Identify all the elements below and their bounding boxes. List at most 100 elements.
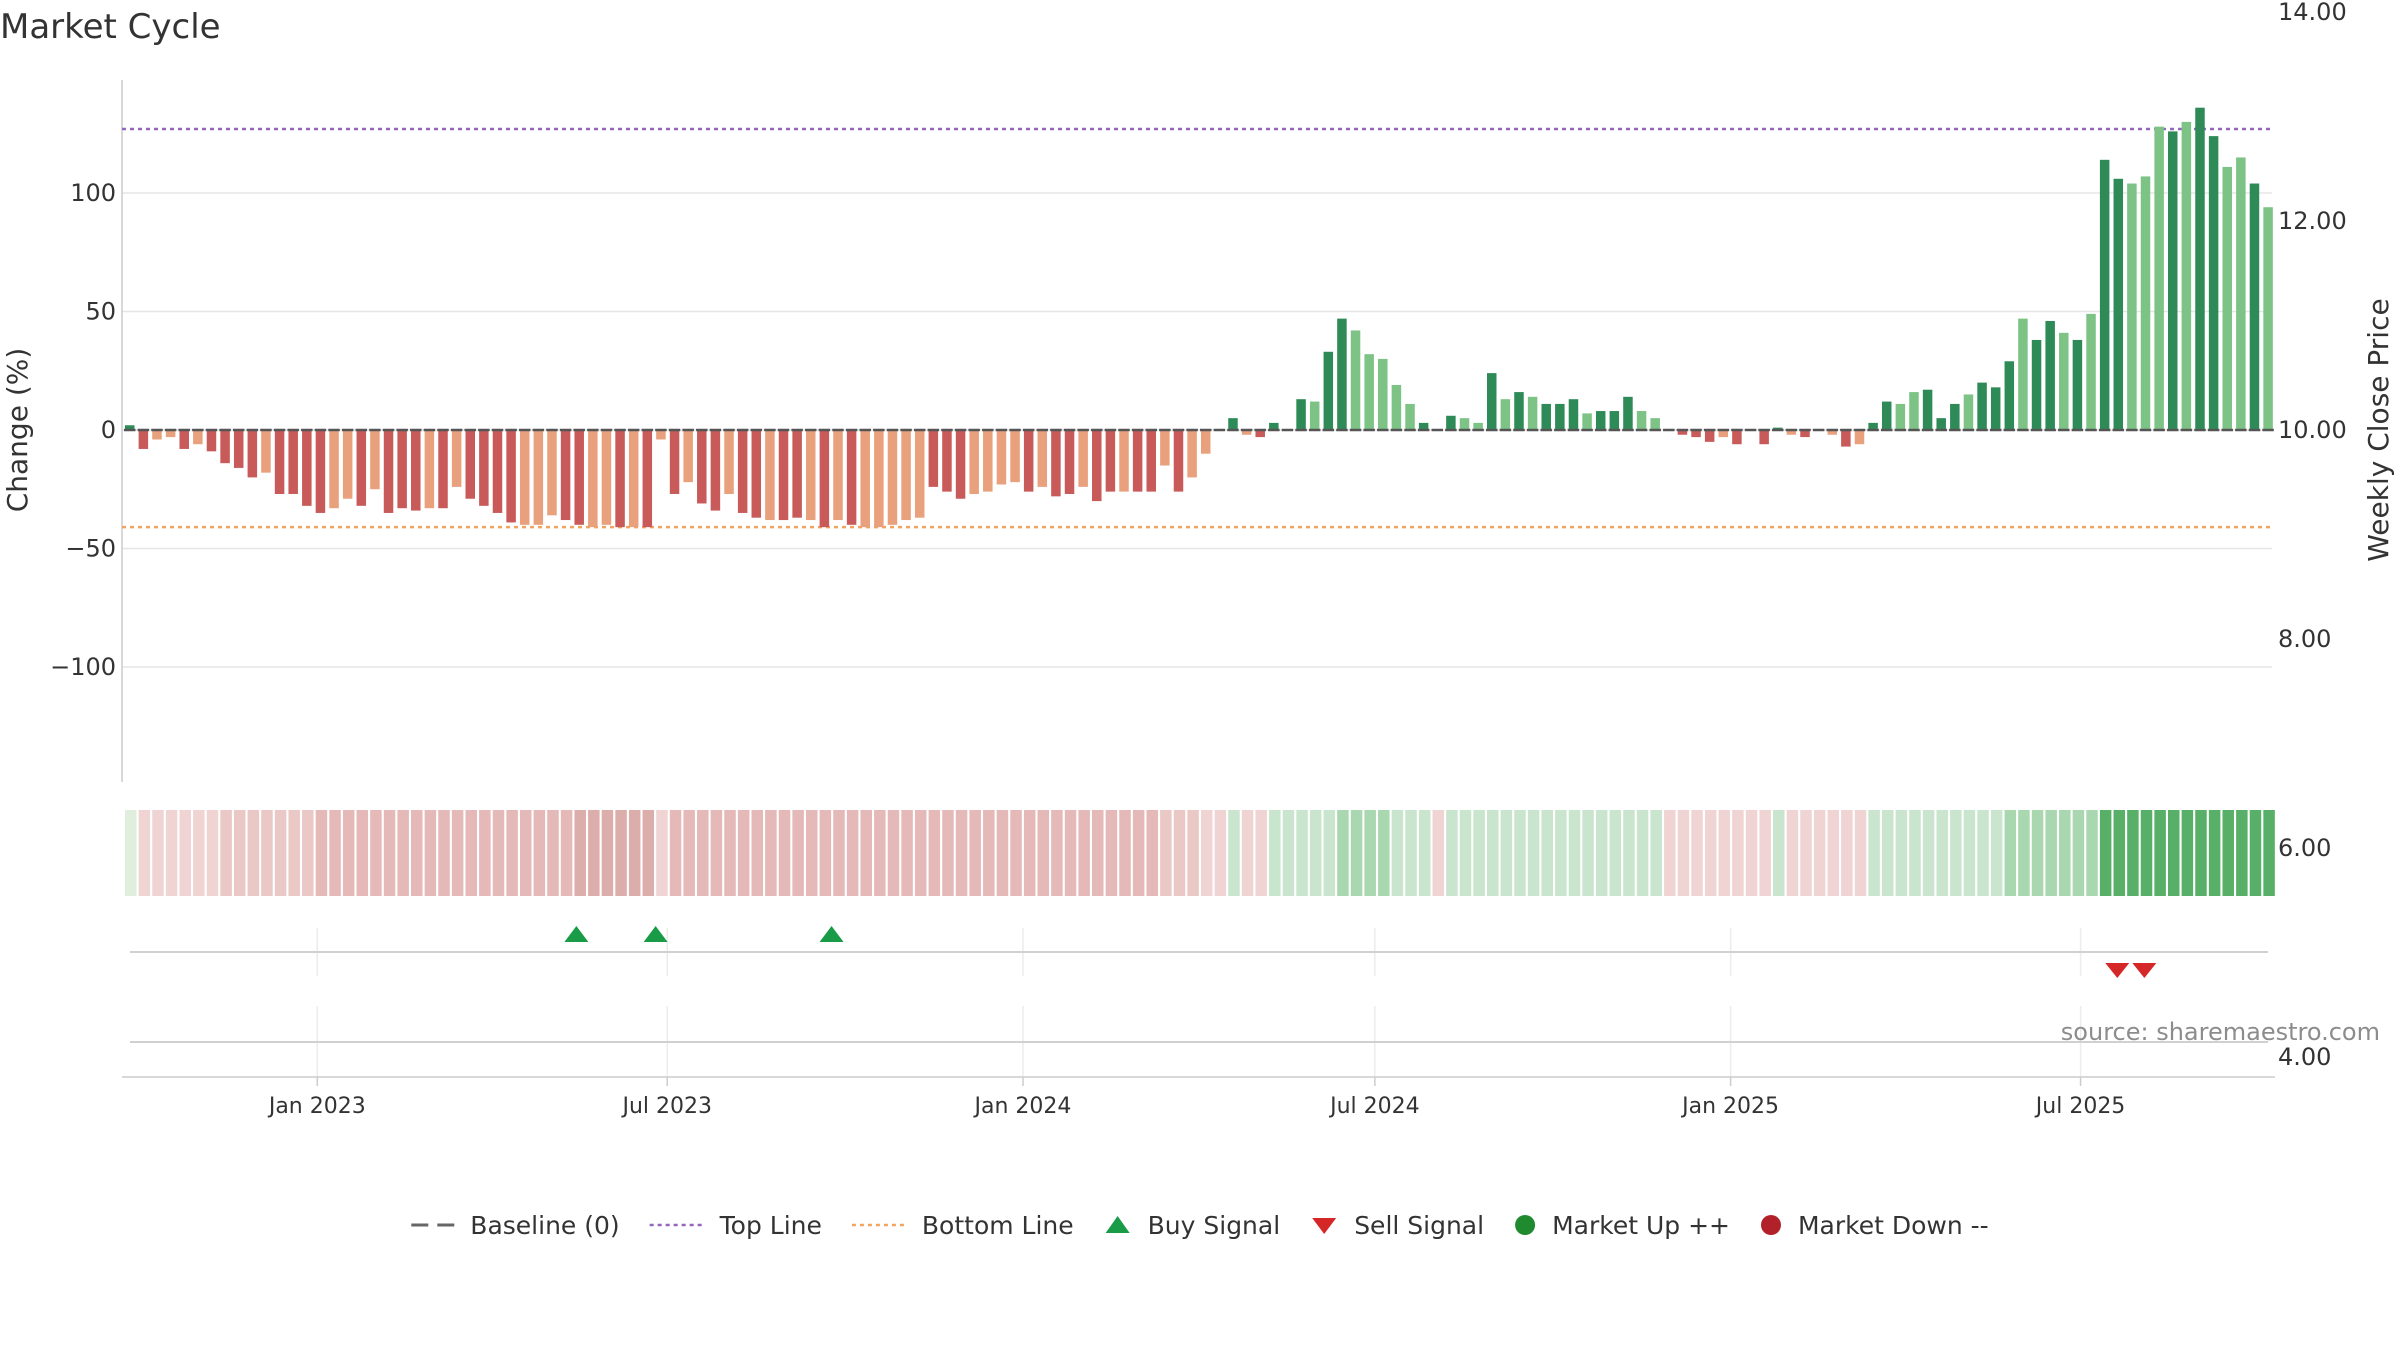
heat-cell — [792, 810, 804, 896]
heat-cell — [1636, 810, 1649, 896]
heat-cell — [2195, 810, 2207, 896]
change-bar — [1609, 411, 1620, 430]
heat-cell — [125, 810, 137, 896]
heat-cell — [1037, 810, 1050, 896]
y2-tick-label: 12.00 — [2278, 207, 2347, 235]
change-bar — [901, 430, 911, 521]
change-bar — [1881, 401, 1892, 430]
x-tick-label: Jan 2024 — [973, 1094, 1072, 1119]
change-bar — [247, 430, 258, 478]
heat-cell — [574, 810, 586, 896]
change-bar — [1595, 411, 1606, 430]
buy-signal-marker — [564, 926, 589, 942]
y-tick-label: −100 — [50, 653, 116, 681]
change-bar — [1500, 399, 1511, 430]
market-heat-strip — [125, 810, 2275, 896]
change-bar — [1990, 387, 2001, 430]
change-bar — [1732, 430, 1742, 445]
change-bar — [1309, 401, 1320, 430]
heat-cell — [1078, 810, 1090, 896]
heat-cell — [1473, 810, 1485, 896]
change-bar — [1173, 430, 1184, 492]
change-bar — [914, 430, 925, 518]
heat-cell — [1432, 810, 1445, 896]
change-bar — [751, 430, 762, 518]
circle-icon — [1760, 1215, 1781, 1235]
legend-label: Sell Signal — [1354, 1211, 1484, 1240]
heat-cell — [1841, 810, 1853, 896]
change-bar — [1759, 430, 1769, 445]
heat-cell — [2222, 810, 2234, 896]
heat-cell — [302, 810, 314, 896]
y-tick-label: 100 — [70, 179, 116, 207]
heat-cell — [1296, 810, 1308, 896]
sell-signal-marker — [2132, 963, 2157, 978]
change-bar — [193, 430, 203, 445]
buy-signal-marker — [643, 926, 668, 942]
heat-cell — [2127, 810, 2139, 896]
change-bar — [370, 430, 380, 490]
heat-cell — [1023, 810, 1036, 896]
heat-cell — [506, 810, 518, 896]
heat-cell — [383, 810, 396, 896]
change-bar — [778, 430, 789, 521]
heat-cell — [669, 810, 682, 896]
legend-item: Buy Signal — [1105, 1211, 1280, 1240]
change-bar — [547, 430, 557, 516]
change-bar — [1691, 430, 1701, 438]
heat-cell — [2004, 810, 2017, 896]
heat-cell — [560, 810, 573, 896]
heat-cell — [1704, 810, 1717, 896]
y-tick-label: −50 — [65, 535, 116, 563]
heat-cell — [1446, 810, 1458, 896]
heat-cell — [451, 810, 464, 896]
change-bar — [152, 430, 162, 440]
heat-cell — [1609, 810, 1622, 896]
heat-cell — [1119, 810, 1131, 896]
heat-cell — [1282, 810, 1295, 896]
heat-cell — [1963, 810, 1976, 896]
heat-cell — [1160, 810, 1172, 896]
change-bar — [601, 430, 612, 525]
heat-cell — [1527, 810, 1540, 896]
heat-cell — [860, 810, 872, 896]
change-bar — [479, 430, 489, 506]
heat-cell — [1187, 810, 1199, 896]
heat-cell — [1895, 810, 1908, 896]
change-bar — [1827, 430, 1837, 435]
heat-cell — [1391, 810, 1404, 896]
heat-cell — [1132, 810, 1145, 896]
change-bar — [1187, 430, 1197, 478]
change-bar — [411, 430, 421, 511]
heat-cell — [751, 810, 764, 896]
change-bar — [1323, 351, 1334, 430]
heat-cell — [247, 810, 260, 896]
change-bar — [588, 430, 598, 528]
heat-cell — [2236, 810, 2248, 896]
heat-cell — [737, 810, 750, 896]
heat-cell — [1745, 810, 1758, 896]
heat-cell — [288, 810, 300, 896]
heat-cell — [547, 810, 559, 896]
y2-tick-label: 8.00 — [2278, 625, 2331, 653]
change-bar — [356, 430, 367, 506]
chart-title: Market Cycle — [0, 7, 221, 47]
heat-cell — [533, 810, 546, 896]
heat-cell — [2249, 810, 2262, 896]
change-bar — [2249, 183, 2260, 430]
heat-cell — [697, 810, 709, 896]
change-bar — [1650, 418, 1660, 430]
change-bar — [560, 430, 571, 521]
change-bar — [1269, 422, 1279, 430]
heat-cell — [1568, 810, 1581, 896]
change-bar — [1092, 430, 1102, 502]
heat-cell — [220, 810, 232, 896]
y2-tick-label: 10.00 — [2278, 416, 2347, 444]
heat-cell — [1514, 810, 1526, 896]
heat-cell — [874, 810, 886, 896]
triangle-down-icon — [1312, 1218, 1337, 1234]
heat-cell — [424, 810, 437, 896]
change-bar — [1378, 358, 1388, 430]
heat-cell — [588, 810, 600, 896]
heat-cell — [1732, 810, 1744, 896]
